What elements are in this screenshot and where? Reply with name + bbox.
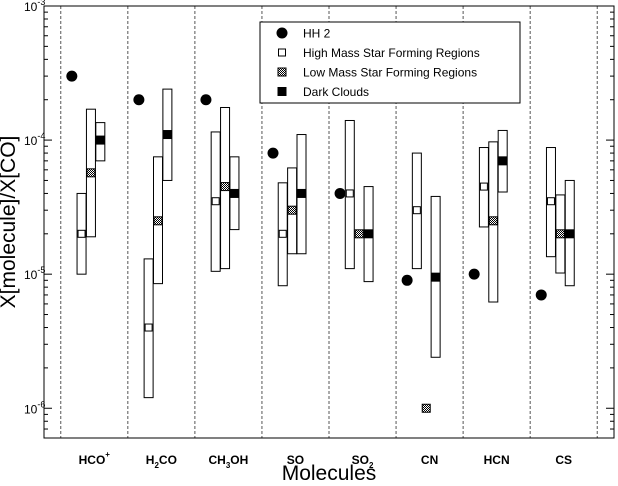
marker-high-mass-star-forming-regions <box>345 189 354 198</box>
marker-low-mass-star-forming-regions <box>421 403 431 413</box>
x-tick-label-base: H <box>146 453 155 467</box>
marker-hh-2 <box>66 70 78 82</box>
marker-low-mass-star-forming-regions <box>354 229 364 239</box>
marker-low-mass-star-forming-regions <box>86 168 96 178</box>
x-tick-label: H2CO <box>146 453 177 470</box>
legend-marker-hh-2 <box>276 27 288 39</box>
marker-high-mass-star-forming-regions <box>546 197 555 206</box>
legend-marker-dark-clouds <box>277 87 287 96</box>
marker-hh-2 <box>334 187 346 199</box>
y-axis-label: X[molecule]/X[CO] <box>0 136 20 309</box>
y-tick-exponent: -6 <box>37 399 45 409</box>
x-tick-label-rest: OH <box>230 453 248 467</box>
y-tick-exponent: -4 <box>37 131 45 141</box>
x-tick-label: SO <box>287 453 304 467</box>
marker-high-mass-star-forming-regions <box>144 323 153 332</box>
marker-high-mass-star-forming-regions <box>479 182 488 191</box>
marker-high-mass-star-forming-regions <box>77 229 86 238</box>
legend-marker-high-mass-star-forming-regions <box>278 48 286 57</box>
marker-high-mass-star-forming-regions <box>211 197 220 206</box>
x-tick-label-base: CH <box>209 453 226 467</box>
y-tick-label: 10-3 <box>24 0 45 14</box>
x-tick-label-base: CS <box>555 453 572 467</box>
marker-dark-clouds <box>297 188 307 198</box>
marker-hh-2 <box>200 94 212 106</box>
x-tick-label-base: SO <box>352 453 369 467</box>
marker-low-mass-star-forming-regions <box>153 216 163 226</box>
x-tick-label: HCN <box>484 453 510 467</box>
marker-hh-2 <box>535 289 547 301</box>
x-axis-label: Molecules <box>282 462 377 485</box>
marker-low-mass-star-forming-regions <box>555 229 565 239</box>
x-tick-label: CS <box>555 453 572 467</box>
marker-low-mass-star-forming-regions <box>220 182 230 192</box>
marker-dark-clouds <box>431 272 441 282</box>
x-tick-label-base: HCN <box>484 453 510 467</box>
marker-hh-2 <box>401 274 413 286</box>
legend-label: HH 2 <box>303 27 331 41</box>
legend-label: Low Mass Star Forming Regions <box>303 66 477 80</box>
marker-dark-clouds <box>95 135 105 145</box>
x-tick-label-subscript: 2 <box>154 461 159 470</box>
x-tick-label: HCO+ <box>79 450 111 467</box>
marker-high-mass-star-forming-regions <box>412 206 421 215</box>
legend-marker-low-mass-star-forming-regions <box>277 67 287 77</box>
marker-hh-2 <box>267 147 279 159</box>
marker-dark-clouds <box>162 130 172 140</box>
plot-frame <box>43 5 615 439</box>
x-tick-label: CH3OH <box>209 453 249 470</box>
y-tick-exponent: -5 <box>37 265 45 275</box>
x-tick-label-superscript: + <box>105 450 110 459</box>
x-tick-label-subscript: 3 <box>226 461 231 470</box>
y-tick-exponent: -3 <box>37 0 45 7</box>
marker-dark-clouds <box>498 156 508 166</box>
x-tick-label-rest: CO <box>159 453 177 467</box>
x-tick-label: SO2 <box>352 453 374 470</box>
x-tick-label-subscript: 2 <box>369 461 374 470</box>
marker-low-mass-star-forming-regions <box>488 216 498 226</box>
y-tick-label: 10-6 <box>24 399 45 416</box>
marker-dark-clouds <box>565 229 575 239</box>
x-tick-label-base: SO <box>287 453 304 467</box>
marker-high-mass-star-forming-regions <box>278 229 287 238</box>
y-tick-label: 10-5 <box>24 265 45 282</box>
legend-label: Dark Clouds <box>303 85 369 99</box>
x-tick-label-base: CN <box>421 453 438 467</box>
marker-low-mass-star-forming-regions <box>287 205 297 215</box>
marker-hh-2 <box>468 268 480 280</box>
marker-hh-2 <box>133 94 145 106</box>
marker-dark-clouds <box>364 229 374 239</box>
y-tick-label: 10-4 <box>24 131 45 148</box>
marker-dark-clouds <box>229 188 239 198</box>
legend-label: High Mass Star Forming Regions <box>303 46 480 60</box>
x-tick-label-base: HCO <box>79 453 106 467</box>
x-tick-label: CN <box>421 453 438 467</box>
legend-box <box>259 21 521 104</box>
